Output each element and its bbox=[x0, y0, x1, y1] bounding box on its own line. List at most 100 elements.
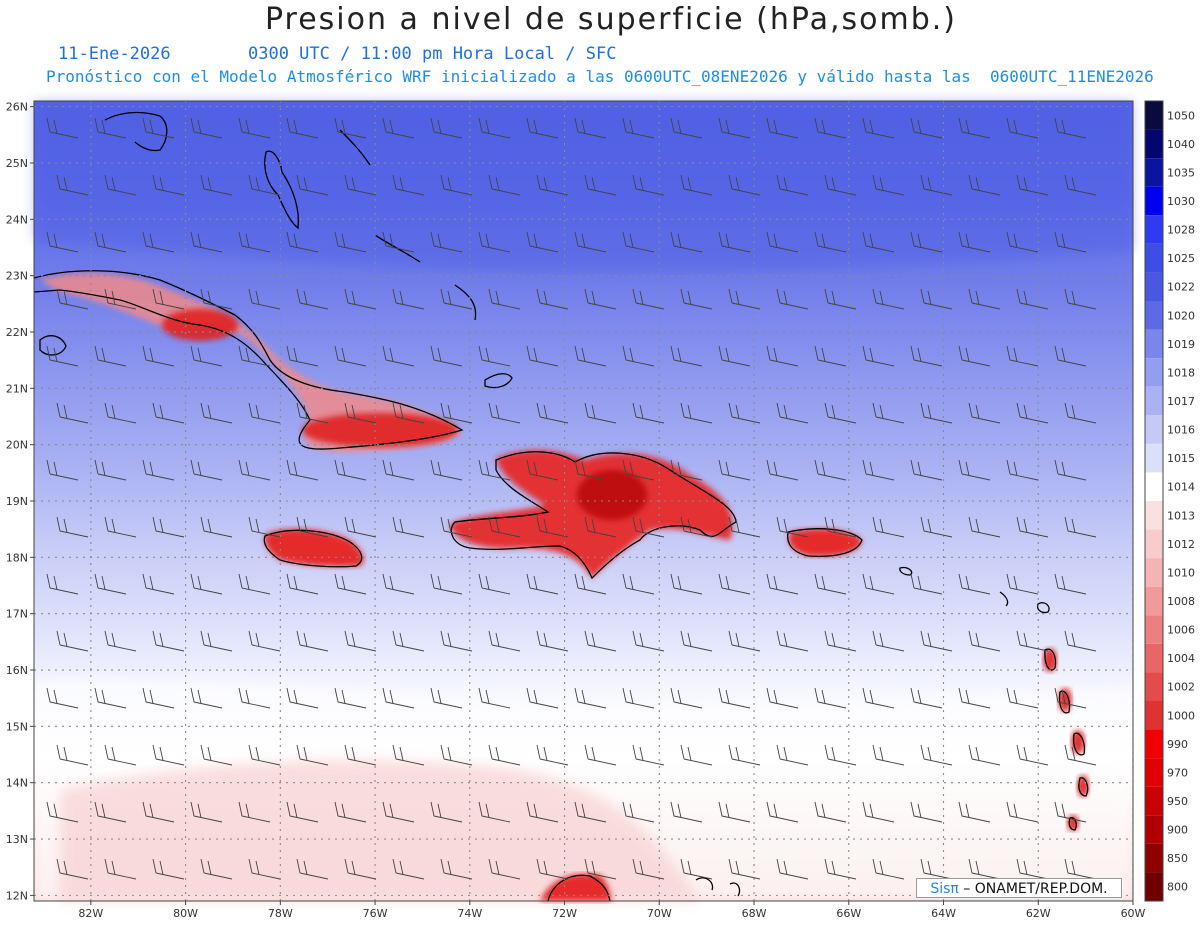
wind-barb bbox=[1064, 744, 1097, 766]
lon-tick-label: 80W bbox=[173, 907, 198, 920]
latitude-axis: 26N 25N 24N 23N 22N 21N 20N 19N 18N 17N 16N 15N 14N 1… bbox=[6, 101, 34, 902]
lat-tick-label: 17N bbox=[6, 608, 28, 621]
lat-tick-label: 24N bbox=[6, 213, 28, 226]
wind-barb bbox=[536, 288, 569, 310]
wind-barb bbox=[910, 117, 943, 139]
wind-barb bbox=[718, 117, 751, 139]
wind-barb bbox=[46, 459, 79, 481]
wind-barb bbox=[526, 687, 559, 709]
wind-barb bbox=[766, 687, 799, 709]
wind-barb bbox=[862, 573, 895, 595]
wind-barb bbox=[440, 402, 473, 424]
wind-barb bbox=[392, 402, 425, 424]
colorbar-label: 1014 bbox=[1167, 481, 1195, 494]
wind-barb bbox=[958, 459, 991, 481]
wind-barb bbox=[910, 345, 943, 367]
wind-barb bbox=[536, 630, 569, 652]
wind-barb bbox=[94, 687, 127, 709]
wind-barb bbox=[478, 573, 511, 595]
colorbar-label: 850 bbox=[1167, 852, 1188, 865]
colorbar-swatch bbox=[1145, 529, 1163, 559]
wind-barb bbox=[728, 630, 761, 652]
colorbar-swatch bbox=[1145, 758, 1163, 787]
wind-barb bbox=[574, 117, 607, 139]
wind-barb bbox=[478, 345, 511, 367]
wind-barb bbox=[56, 516, 89, 538]
wind-barb bbox=[776, 174, 809, 196]
colorbar-swatch bbox=[1145, 158, 1163, 187]
wind-barb bbox=[958, 573, 991, 595]
wind-barb bbox=[200, 402, 233, 424]
lat-tick-label: 21N bbox=[6, 382, 28, 395]
wind-barb bbox=[680, 288, 713, 310]
colorbar-label: 990 bbox=[1167, 738, 1188, 751]
wind-barb bbox=[632, 630, 665, 652]
wind-barb bbox=[430, 459, 463, 481]
wind-barb bbox=[584, 630, 617, 652]
wind-barb bbox=[920, 288, 953, 310]
wind-barb bbox=[1016, 516, 1049, 538]
wind-barb bbox=[56, 630, 89, 652]
wind-barb bbox=[1016, 174, 1049, 196]
wind-barb bbox=[670, 231, 703, 253]
lon-tick-label: 64W bbox=[931, 907, 956, 920]
wind-barb bbox=[46, 573, 79, 595]
wind-barb bbox=[382, 345, 415, 367]
wind-barb bbox=[1054, 459, 1087, 481]
wind-barb bbox=[56, 288, 89, 310]
colorbar-label: 1020 bbox=[1167, 309, 1195, 322]
wind-barb bbox=[488, 630, 521, 652]
wind-barb bbox=[968, 288, 1001, 310]
wind-barb bbox=[1016, 630, 1049, 652]
wind-barb bbox=[56, 744, 89, 766]
wind-barb bbox=[632, 174, 665, 196]
wind-barb bbox=[478, 801, 511, 823]
valid-time: 0300 UTC / 11:00 pm Hora Local / SFC bbox=[248, 44, 617, 64]
valid-date: 11-Ene-2026 bbox=[58, 44, 171, 64]
contour-band bbox=[34, 101, 1133, 273]
wind-barb bbox=[142, 459, 175, 481]
plot-area bbox=[33, 100, 1134, 902]
wind-barb bbox=[142, 687, 175, 709]
wind-barb bbox=[776, 516, 809, 538]
colorbar-label: 1035 bbox=[1167, 166, 1195, 179]
wind-barb bbox=[488, 858, 521, 880]
wind-barb bbox=[190, 117, 223, 139]
wind-barb bbox=[910, 801, 943, 823]
lat-tick-label: 13N bbox=[6, 833, 28, 846]
wind-barb bbox=[680, 744, 713, 766]
wind-barbs bbox=[46, 117, 1097, 880]
wind-barb bbox=[478, 117, 511, 139]
wind-barb bbox=[670, 345, 703, 367]
wind-barb bbox=[526, 117, 559, 139]
wind-barb bbox=[344, 402, 377, 424]
colorbar-label: 1006 bbox=[1167, 624, 1195, 637]
wind-barb bbox=[286, 687, 319, 709]
wind-barb bbox=[814, 687, 847, 709]
wind-barb bbox=[526, 459, 559, 481]
lon-tick-label: 72W bbox=[552, 907, 577, 920]
colorbar-swatch bbox=[1145, 358, 1163, 387]
wind-barb bbox=[766, 459, 799, 481]
wind-barb bbox=[104, 288, 137, 310]
wind-barb bbox=[1006, 459, 1039, 481]
wind-barb bbox=[440, 288, 473, 310]
wind-barb bbox=[718, 459, 751, 481]
lon-tick-label: 78W bbox=[268, 907, 293, 920]
colorbar-swatch bbox=[1145, 558, 1163, 587]
wind-barb bbox=[142, 231, 175, 253]
wind-barb bbox=[584, 402, 617, 424]
wind-barb bbox=[920, 402, 953, 424]
wind-barb bbox=[152, 516, 185, 538]
wind-barb bbox=[814, 117, 847, 139]
lat-tick-label: 22N bbox=[6, 326, 28, 339]
colorbar-label: 1030 bbox=[1167, 195, 1195, 208]
colorbar-swatch bbox=[1145, 415, 1163, 444]
wind-barb bbox=[728, 288, 761, 310]
colorbar-swatch bbox=[1145, 101, 1163, 130]
colorbar-swatch bbox=[1145, 672, 1163, 701]
colorbar-label: 1010 bbox=[1167, 566, 1195, 579]
wind-barb bbox=[238, 801, 271, 823]
colorbar-swatch bbox=[1145, 701, 1163, 730]
wind-barb bbox=[862, 687, 895, 709]
